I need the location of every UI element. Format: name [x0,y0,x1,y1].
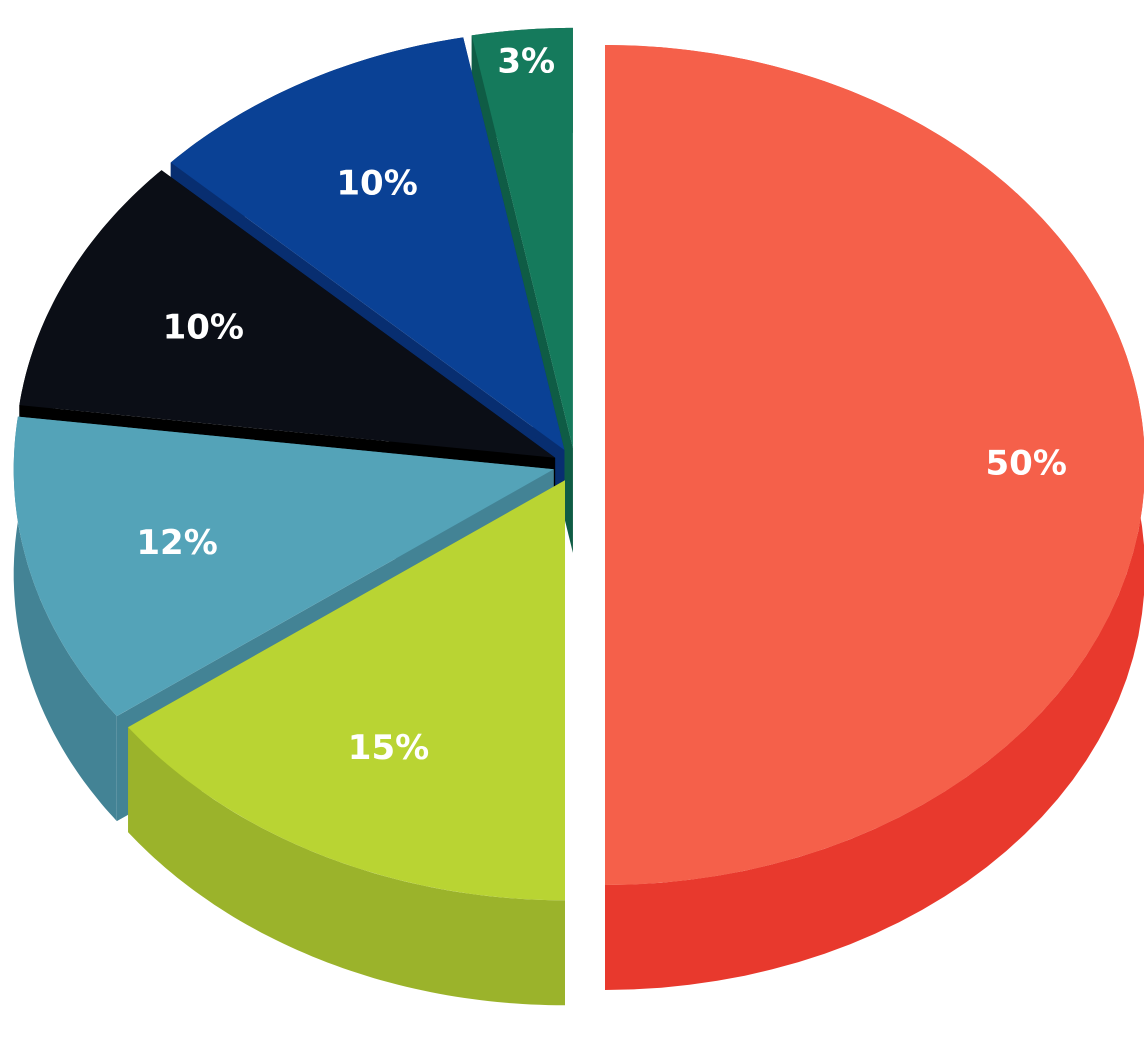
slice-top-2 [13,416,554,717]
slice-top-4 [170,37,565,451]
slice-tops [13,27,1144,901]
slice-label-3: 10% [163,307,244,347]
slice-top-0 [605,45,1144,885]
slice-top-1 [128,480,565,901]
slice-top-3 [19,170,556,458]
slice-label-0: 50% [986,444,1067,484]
slice-label-1: 15% [348,728,429,768]
slice-top-5 [471,27,573,448]
slice-label-2: 12% [136,523,217,563]
slice-rim-1 [128,727,565,1006]
slice-labels: 50% 15% 12% 10% 10% 3% [136,42,1066,769]
slice-label-5: 3% [497,42,555,82]
slice-rim-2 [13,416,117,822]
slice-label-4: 10% [336,164,417,204]
